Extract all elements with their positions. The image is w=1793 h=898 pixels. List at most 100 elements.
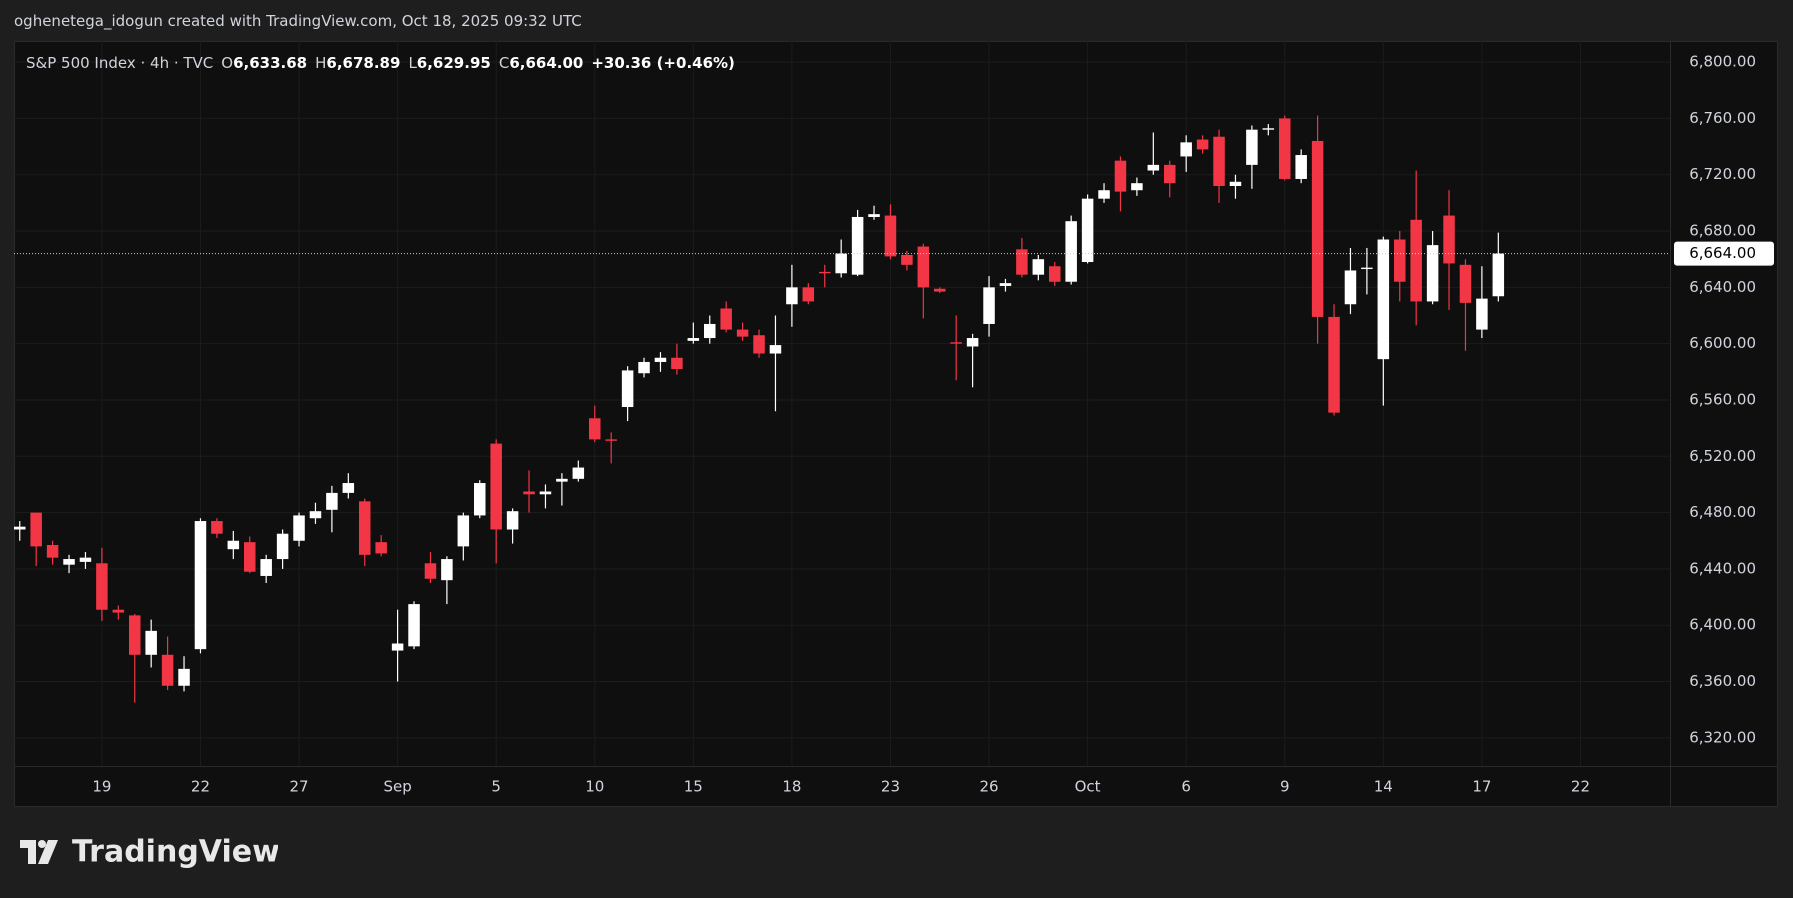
x-tick-label: 18: [782, 778, 801, 796]
y-tick-label: 6,680.00: [1689, 222, 1756, 240]
y-tick-label: 6,760.00: [1689, 109, 1756, 127]
candle-body: [1394, 239, 1406, 282]
candle-body: [1262, 128, 1275, 130]
x-tick-label: Sep: [383, 778, 411, 796]
candle-body: [63, 559, 75, 565]
y-tick-label: 6,720.00: [1689, 165, 1756, 183]
candle-body: [1049, 266, 1061, 282]
candle-body: [1328, 316, 1340, 413]
candle-body: [1114, 160, 1127, 192]
candle-body: [671, 357, 683, 370]
candle-body: [868, 214, 880, 217]
candle-body: [753, 335, 765, 354]
x-tick-label: 23: [881, 778, 900, 796]
candle-body: [211, 521, 223, 534]
candle-body: [506, 511, 519, 530]
candle-body: [342, 483, 355, 493]
candle-body: [1131, 183, 1143, 191]
candle-body: [704, 323, 716, 339]
candle-body: [326, 492, 338, 510]
candle-body: [1459, 264, 1472, 303]
candle-body: [605, 439, 617, 441]
candle-body: [851, 216, 864, 275]
candle-body: [96, 563, 108, 610]
candle-body: [293, 515, 305, 541]
candle-body: [227, 540, 240, 550]
chart-background: [14, 41, 1778, 807]
legend: S&P 500 Index · 4h · TVC O6,633.68 H6,678.…: [26, 54, 735, 72]
legend-key: O: [221, 54, 234, 72]
y-tick-label: 6,480.00: [1689, 503, 1756, 521]
candle-body: [375, 542, 387, 554]
legend-value: 6,678.89: [326, 54, 401, 72]
y-tick-label: 6,560.00: [1689, 390, 1756, 408]
candle-body: [1065, 221, 1077, 282]
candle-body: [276, 533, 289, 560]
x-tick-label: 27: [289, 778, 308, 796]
candle-body: [1443, 215, 1455, 264]
x-tick-label: 22: [191, 778, 210, 796]
candle-body: [966, 338, 979, 347]
candle-body: [309, 511, 322, 519]
candle-body: [819, 271, 831, 274]
candle-body: [1492, 253, 1505, 297]
candle-body: [687, 338, 700, 341]
legend-change: +30.36 (+0.46%): [591, 54, 735, 72]
candle-body: [638, 361, 650, 374]
candle-body: [589, 418, 601, 440]
candle-body: [1426, 245, 1439, 302]
candle-body: [30, 512, 42, 547]
candle-body: [835, 253, 847, 274]
candle-body: [14, 526, 26, 530]
candle-body: [490, 443, 502, 530]
x-tick-label: 5: [491, 778, 501, 796]
candle-body: [145, 630, 157, 655]
candle-body: [79, 557, 92, 562]
candle-body: [1295, 155, 1307, 179]
candle-body: [359, 501, 371, 555]
y-tick-label: 6,800.00: [1689, 53, 1756, 71]
x-tick-label: 19: [92, 778, 111, 796]
candle-body: [260, 559, 272, 576]
candle-body: [424, 563, 437, 579]
candle-body: [1476, 298, 1488, 330]
candle-body: [621, 370, 634, 408]
x-tick-label: 15: [684, 778, 703, 796]
candle-body: [1246, 129, 1258, 165]
candle-body: [901, 254, 913, 265]
candle-body: [1311, 140, 1324, 317]
x-tick-label: 9: [1280, 778, 1290, 796]
attribution: oghenetega_idogun created with TradingVi…: [14, 12, 582, 30]
legend-key: L: [408, 54, 417, 72]
candle-body: [244, 542, 256, 572]
candle-body: [46, 544, 59, 558]
candle-body: [983, 287, 995, 324]
candle-body: [736, 329, 749, 337]
candle-body: [1213, 136, 1225, 186]
y-tick-label: 6,440.00: [1689, 559, 1756, 577]
candle-body: [408, 604, 420, 647]
candle-body: [1016, 249, 1028, 275]
x-tick-label: 22: [1571, 778, 1590, 796]
candle-body: [786, 287, 798, 305]
legend-key: C: [498, 54, 510, 72]
candle-body: [917, 246, 930, 288]
candle-body: [802, 287, 815, 302]
legend-value: 6,629.95: [416, 54, 491, 72]
candle-body: [934, 288, 946, 292]
candle-body: [720, 308, 732, 330]
y-tick-label: 6,320.00: [1689, 728, 1756, 746]
footer-logo: TradingView: [20, 835, 278, 870]
candle-body: [1229, 181, 1242, 186]
candle-body: [1377, 239, 1390, 360]
last-price-label: 6,664.00: [1689, 244, 1756, 262]
candle-body: [999, 283, 1012, 286]
y-tick-label: 6,640.00: [1689, 278, 1756, 296]
candle-body: [1361, 267, 1373, 270]
candle-body: [161, 654, 174, 686]
candle-body: [769, 345, 782, 354]
candle-body: [441, 559, 453, 581]
x-tick-label: Oct: [1075, 778, 1101, 796]
candle-body: [1180, 142, 1192, 157]
candle-body: [1164, 164, 1176, 184]
